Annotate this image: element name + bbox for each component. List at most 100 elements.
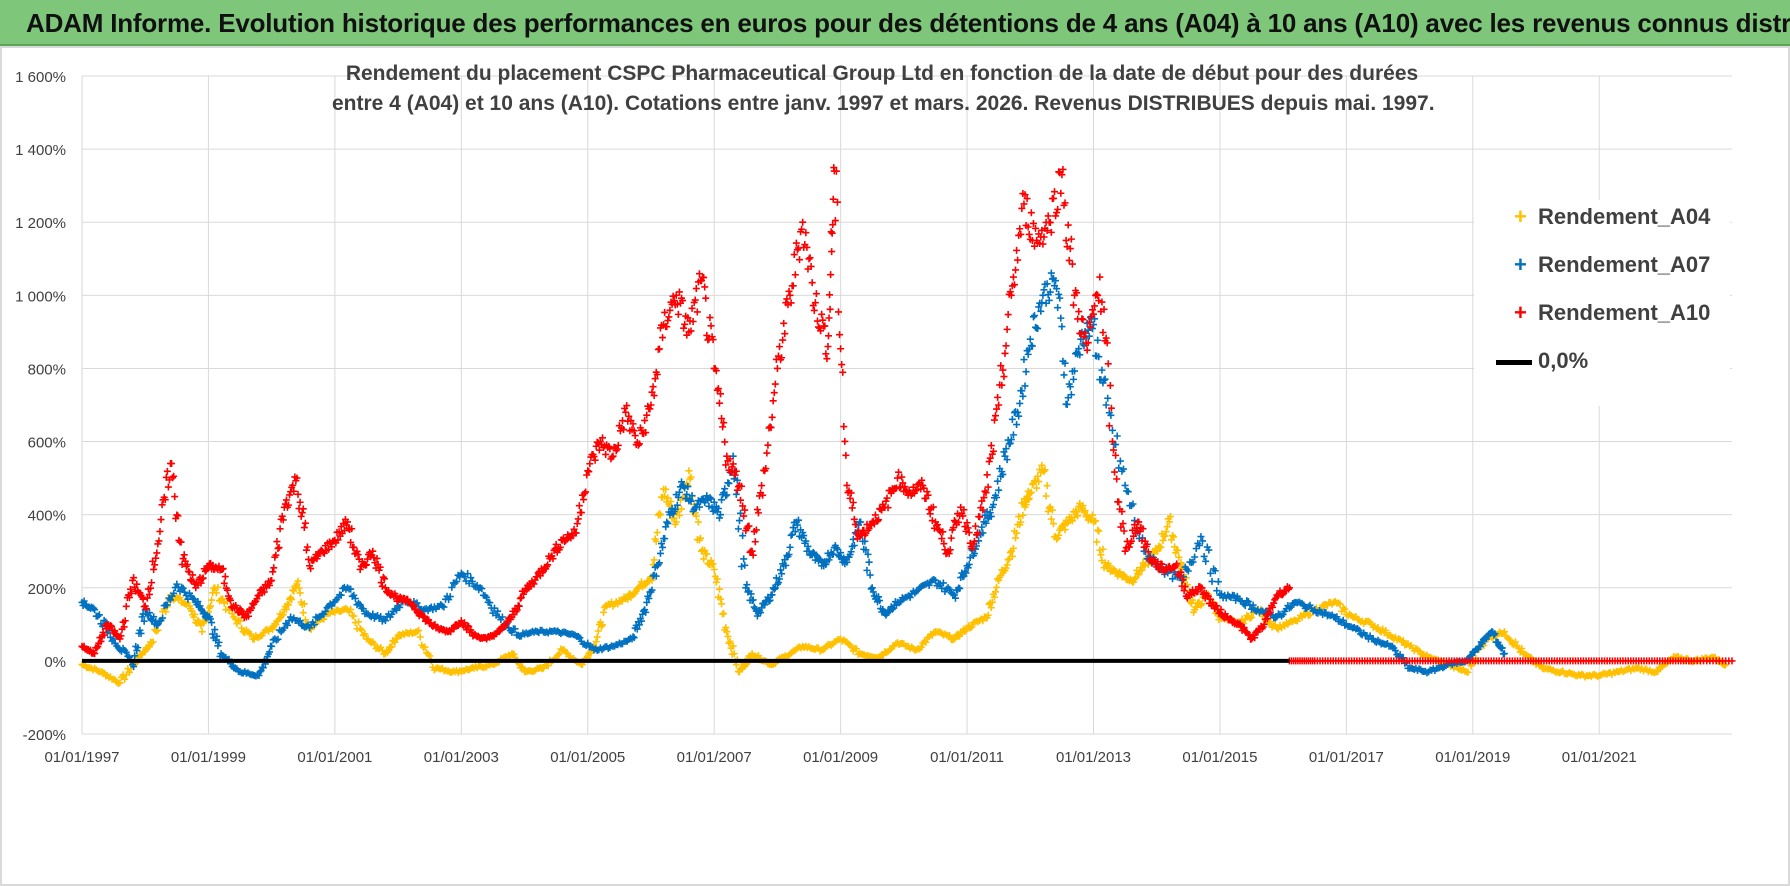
scatter-point-rendement-a07 xyxy=(964,564,972,572)
scatter-point-rendement-a10 xyxy=(709,336,717,344)
scatter-point-rendement-a07 xyxy=(494,607,502,615)
scatter-point-rendement-a10 xyxy=(148,579,156,587)
scatter-point-rendement-a07 xyxy=(642,608,650,616)
legend-line-swatch xyxy=(1496,360,1532,365)
scatter-point-rendement-a10 xyxy=(1112,451,1120,459)
x-tick-label: 01/01/2017 xyxy=(1309,749,1384,766)
scatter-point-rendement-a10 xyxy=(301,519,309,527)
scatter-point-rendement-a10 xyxy=(1269,603,1277,611)
scatter-point-rendement-a10 xyxy=(1047,228,1055,236)
scatter-point-rendement-a10 xyxy=(976,513,984,521)
scatter-point-rendement-a07 xyxy=(1202,557,1210,565)
scatter-point-rendement-a10 xyxy=(748,547,756,555)
scatter-point-rendement-a10 xyxy=(577,509,585,517)
scatter-point-rendement-a07 xyxy=(163,601,171,609)
scatter-point-rendement-a10 xyxy=(142,605,150,613)
scatter-point-rendement-a10 xyxy=(664,317,672,325)
scatter-point-rendement-a10 xyxy=(695,270,703,278)
x-tick-label: 01/01/2003 xyxy=(424,749,499,766)
scatter-point-rendement-a10 xyxy=(1017,230,1025,238)
scatter-point-rendement-a10 xyxy=(1014,256,1022,264)
scatter-point-rendement-a04 xyxy=(694,518,702,526)
scatter-point-rendement-a10 xyxy=(722,461,730,469)
scatter-point-rendement-a07 xyxy=(130,663,138,671)
scatter-point-rendement-a10 xyxy=(251,598,259,606)
scatter-point-rendement-a07 xyxy=(467,574,475,582)
scatter-point-rendement-a04 xyxy=(724,632,732,640)
scatter-point-rendement-a10 xyxy=(370,554,378,562)
y-tick-label: 1 600% xyxy=(15,69,66,86)
y-tick-label: 1 000% xyxy=(15,288,66,305)
scatter-point-rendement-a04 xyxy=(662,485,670,493)
scatter-point-rendement-a07 xyxy=(1121,481,1129,489)
y-tick-label: 600% xyxy=(28,435,66,452)
scatter-point-rendement-a04 xyxy=(709,560,717,568)
scatter-point-rendement-a10 xyxy=(1007,291,1015,299)
scatter-point-rendement-a10 xyxy=(146,584,154,592)
scatter-point-rendement-a10 xyxy=(1051,188,1059,196)
x-tick-label: 01/01/2001 xyxy=(297,749,372,766)
scatter-point-rendement-a10 xyxy=(1176,572,1184,580)
scatter-point-rendement-a07 xyxy=(1053,285,1061,293)
scatter-point-rendement-a10 xyxy=(858,530,866,538)
scatter-point-rendement-a10 xyxy=(294,490,302,498)
scatter-point-rendement-a10 xyxy=(826,305,834,313)
scatter-point-rendement-a07 xyxy=(1030,312,1038,320)
scatter-point-rendement-a10 xyxy=(1158,560,1166,568)
scatter-point-rendement-a10 xyxy=(1027,209,1035,217)
scatter-point-rendement-a07 xyxy=(1022,368,1030,376)
scatter-point-rendement-a10 xyxy=(180,551,188,559)
scatter-point-rendement-a04 xyxy=(678,505,686,513)
scatter-point-rendement-a07 xyxy=(1108,426,1116,434)
scatter-point-rendement-a07 xyxy=(209,630,217,638)
scatter-point-rendement-a10 xyxy=(303,543,311,551)
scatter-point-rendement-a10 xyxy=(1002,342,1010,350)
scatter-point-rendement-a10 xyxy=(285,501,293,509)
scatter-point-rendement-a07 xyxy=(718,496,726,504)
scatter-point-rendement-a10 xyxy=(763,449,771,457)
scatter-point-rendement-a07 xyxy=(888,605,896,613)
scatter-point-rendement-a10 xyxy=(693,308,701,316)
scatter-point-rendement-a10 xyxy=(495,628,503,636)
scatter-point-rendement-a10 xyxy=(938,535,946,543)
scatter-point-rendement-a07 xyxy=(1391,647,1399,655)
scatter-point-rendement-a07 xyxy=(1066,383,1074,391)
scatter-point-rendement-a10 xyxy=(177,538,185,546)
scatter-point-rendement-a04 xyxy=(1099,545,1107,553)
scatter-point-rendement-a10 xyxy=(1091,302,1099,310)
scatter-point-rendement-a07 xyxy=(1014,408,1022,416)
scatter-point-rendement-a10 xyxy=(227,596,235,604)
scatter-point-rendement-a07 xyxy=(664,519,672,527)
scatter-point-rendement-a10 xyxy=(841,437,849,445)
legend-label-zero: 0,0% xyxy=(1538,348,1589,373)
scatter-point-rendement-a07 xyxy=(1124,488,1132,496)
scatter-point-rendement-a10 xyxy=(982,489,990,497)
scatter-point-rendement-a04 xyxy=(208,596,216,604)
scatter-point-rendement-a07 xyxy=(757,609,765,617)
x-tick-label: 01/01/2007 xyxy=(677,749,752,766)
scatter-point-rendement-a07 xyxy=(652,572,660,580)
scatter-point-rendement-a07 xyxy=(1249,601,1257,609)
scatter-point-rendement-a10 xyxy=(983,471,991,479)
scatter-point-rendement-a07 xyxy=(740,555,748,563)
scatter-point-rendement-a07 xyxy=(91,606,99,614)
scatter-point-rendement-a10 xyxy=(237,606,245,614)
scatter-point-rendement-a04 xyxy=(600,608,608,616)
scatter-point-rendement-a07 xyxy=(658,540,666,548)
scatter-point-rendement-a10 xyxy=(791,271,799,279)
scatter-point-rendement-a10 xyxy=(719,423,727,431)
scatter-point-rendement-a04 xyxy=(238,624,246,632)
scatter-point-rendement-a10 xyxy=(828,229,836,237)
scatter-point-rendement-a07 xyxy=(1195,541,1203,549)
scatter-point-rendement-a04 xyxy=(1033,484,1041,492)
scatter-point-rendement-a10 xyxy=(659,334,667,342)
scatter-point-rendement-a07 xyxy=(1200,552,1208,560)
scatter-point-rendement-a10 xyxy=(901,483,909,491)
scatter-point-rendement-a07 xyxy=(1300,601,1308,609)
scatter-point-rendement-a10 xyxy=(717,390,725,398)
scatter-point-rendement-a04 xyxy=(1028,480,1036,488)
scatter-point-rendement-a10 xyxy=(715,399,723,407)
scatter-point-rendement-a10 xyxy=(373,554,381,562)
scatter-point-rendement-a10 xyxy=(1251,634,1259,642)
scatter-point-rendement-a07 xyxy=(732,490,740,498)
